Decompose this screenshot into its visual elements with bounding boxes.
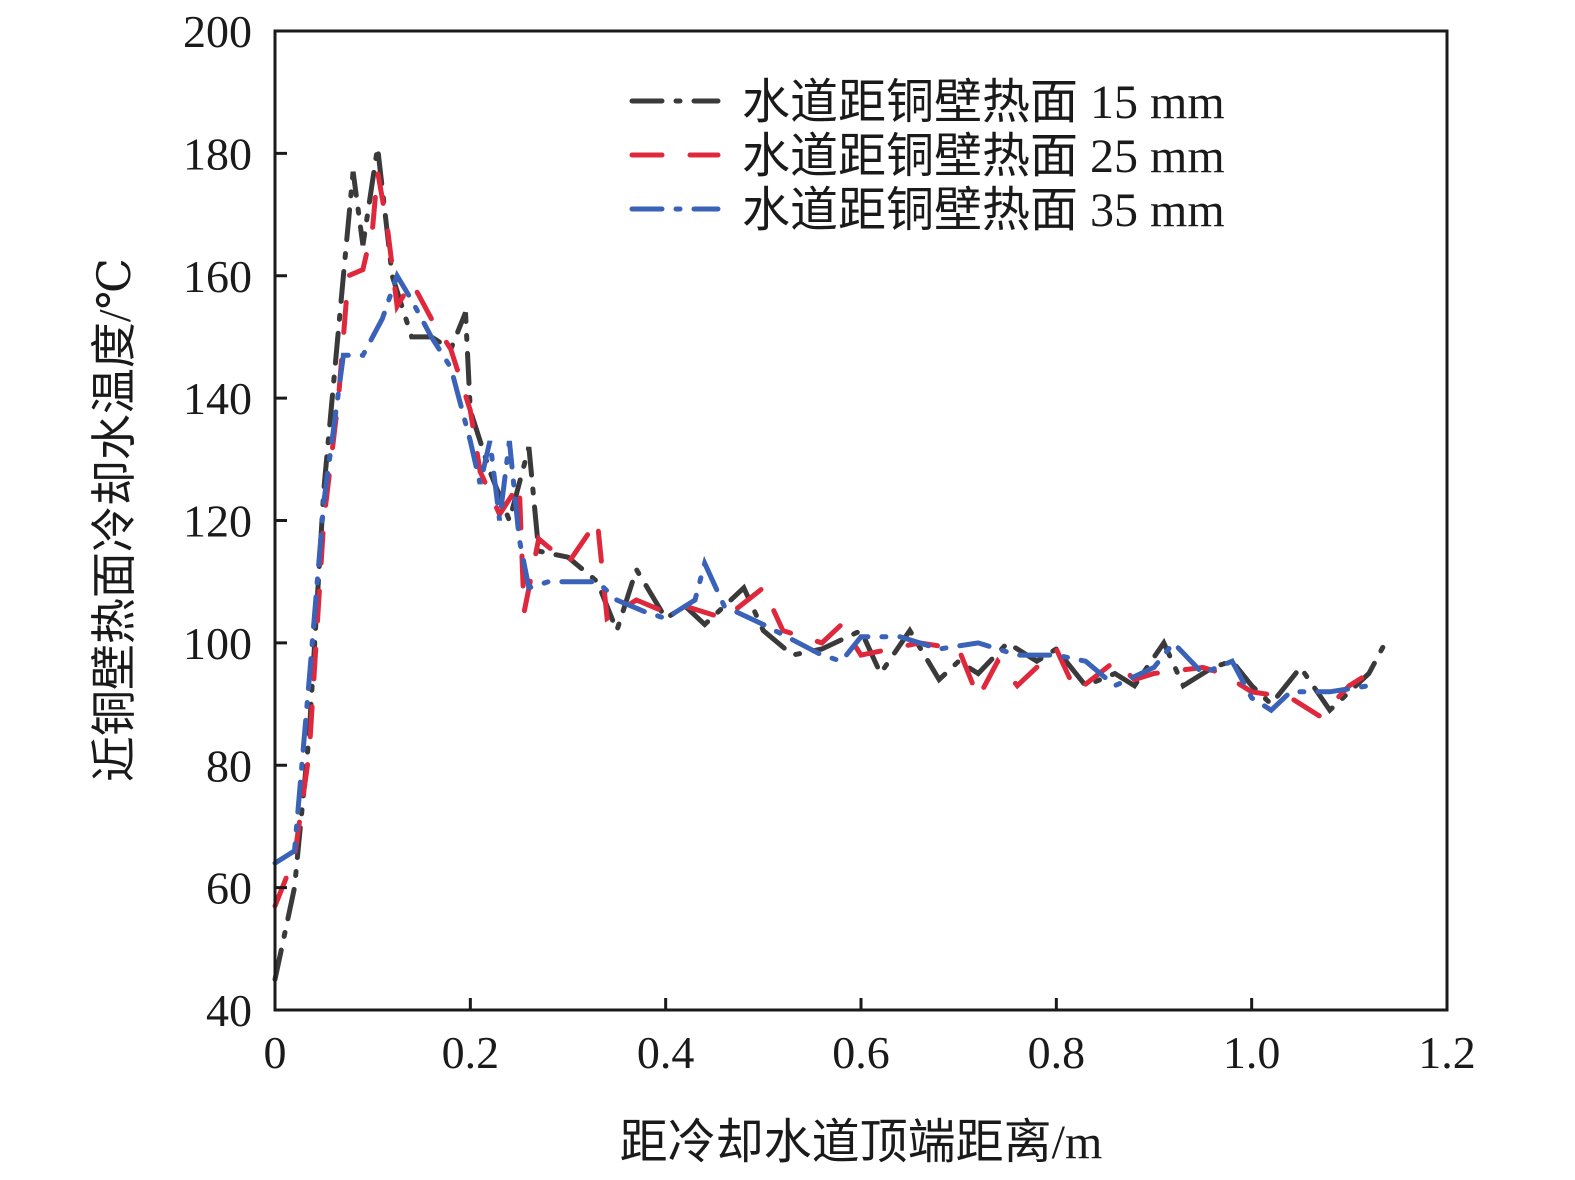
y-tick-label: 140 — [183, 373, 252, 424]
x-tick-label: 0 — [264, 1027, 287, 1078]
series-line-1 — [272, 171, 1372, 909]
y-tick-label: 100 — [183, 618, 252, 669]
y-tick-label: 60 — [206, 863, 252, 914]
x-tick-label: 0.4 — [637, 1027, 695, 1078]
legend-label-2: 水道距铜壁热面 35 mm — [742, 184, 1225, 237]
y-tick-label: 40 — [206, 985, 252, 1036]
series-line-0 — [272, 146, 1391, 982]
y-tick-label: 80 — [206, 740, 252, 791]
y-axis-label: 近铜壁热面冷却水温度/℃ — [89, 258, 140, 782]
series-layer — [272, 146, 1391, 982]
y-tick-label: 160 — [183, 251, 252, 302]
y-tick-label: 200 — [183, 6, 252, 57]
legend-label-1: 水道距铜壁热面 25 mm — [742, 130, 1225, 183]
x-tick-label: 0.6 — [832, 1027, 890, 1078]
x-axis-label: 距冷却水道顶端距离/m — [620, 1116, 1103, 1169]
y-tick-label: 120 — [183, 496, 252, 547]
x-tick-label: 1.2 — [1418, 1027, 1476, 1078]
y-tick-label: 180 — [183, 128, 252, 179]
x-tick-label: 0.2 — [442, 1027, 500, 1078]
axis-ticks: 0 0.2 0.4 0.6 0.8 1.0 1.2 40 60 80 100 120 140 160 180… — [183, 6, 1476, 1078]
x-tick-label: 0.8 — [1028, 1027, 1086, 1078]
legend-label-0: 水道距铜壁热面 15 mm — [742, 76, 1225, 129]
x-tick-label: 1.0 — [1223, 1027, 1281, 1078]
series-line-2 — [272, 269, 1372, 866]
